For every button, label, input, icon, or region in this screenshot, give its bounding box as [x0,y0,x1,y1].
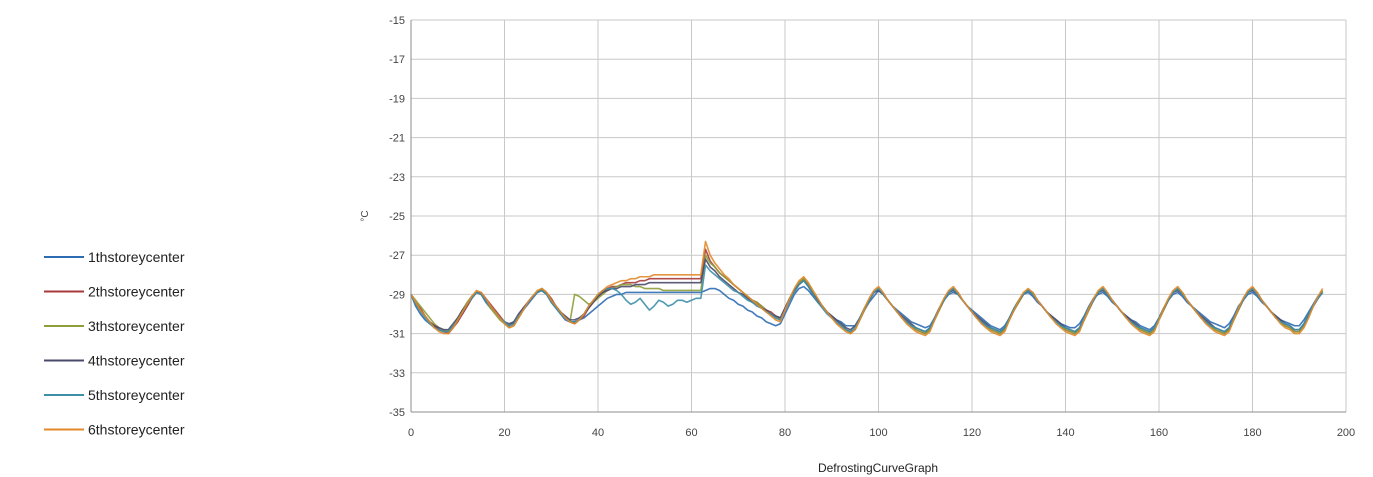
x-tick-label: 160 [1150,427,1168,439]
x-tick-label: 200 [1337,427,1355,439]
x-tick-labels: 0 20 40 60 80 100 120 140 160 180 200 [408,427,1355,439]
y-tick-label: -19 [389,93,405,105]
legend: 1thstoreycenter 2thstoreycenter 3thstoreyc… [44,249,185,438]
legend-label: 2thstoreycenter [88,284,185,300]
y-tick-label: -27 [389,250,405,262]
legend-label: 5thstoreycenter [88,387,185,403]
y-tick-label: -35 [389,407,405,419]
x-tick-label: 120 [963,427,981,439]
x-tick-label: 180 [1243,427,1261,439]
y-tick-label: -17 [389,54,405,66]
x-axis-title: DefrostingCurveGraph [818,461,938,475]
legend-item: 2thstoreycenter [44,284,185,300]
y-tick-label: -15 [389,15,405,27]
plot-area [410,19,1347,413]
x-tick-label: 0 [408,427,414,439]
y-tick-label: -31 [389,329,405,341]
y-tick-label: -29 [389,289,405,301]
y-tick-labels: -35 -33 -31 -29 -27 -25 -23 -21 -19 -17 -15 [389,15,405,419]
y-tick-label: -33 [389,368,405,380]
y-tick-label: -25 [389,211,405,223]
y-axis-title: °C [360,210,371,221]
legend-item: 4thstoreycenter [44,353,185,369]
series-line-6 [410,240,1324,337]
gridlines [410,19,1347,413]
y-tick-label: -23 [389,172,405,184]
legend-item: 5thstoreycenter [44,387,185,403]
x-tick-label: 80 [779,427,791,439]
legend-label: 6thstoreycenter [88,422,185,438]
x-tick-label: 60 [685,427,697,439]
x-tick-label: 40 [592,427,604,439]
legend-item: 3thstoreycenter [44,318,185,334]
legend-label: 3thstoreycenter [88,318,185,334]
y-tick-label: -21 [389,133,405,145]
x-tick-label: 140 [1056,427,1074,439]
x-tick-label: 20 [498,427,510,439]
legend-item: 1thstoreycenter [44,249,185,265]
legend-label: 1thstoreycenter [88,249,185,265]
legend-label: 4thstoreycenter [88,353,185,369]
axes [410,20,1346,413]
x-tick-label: 100 [869,427,887,439]
legend-item: 6thstoreycenter [44,422,185,438]
series-lines [410,240,1324,337]
